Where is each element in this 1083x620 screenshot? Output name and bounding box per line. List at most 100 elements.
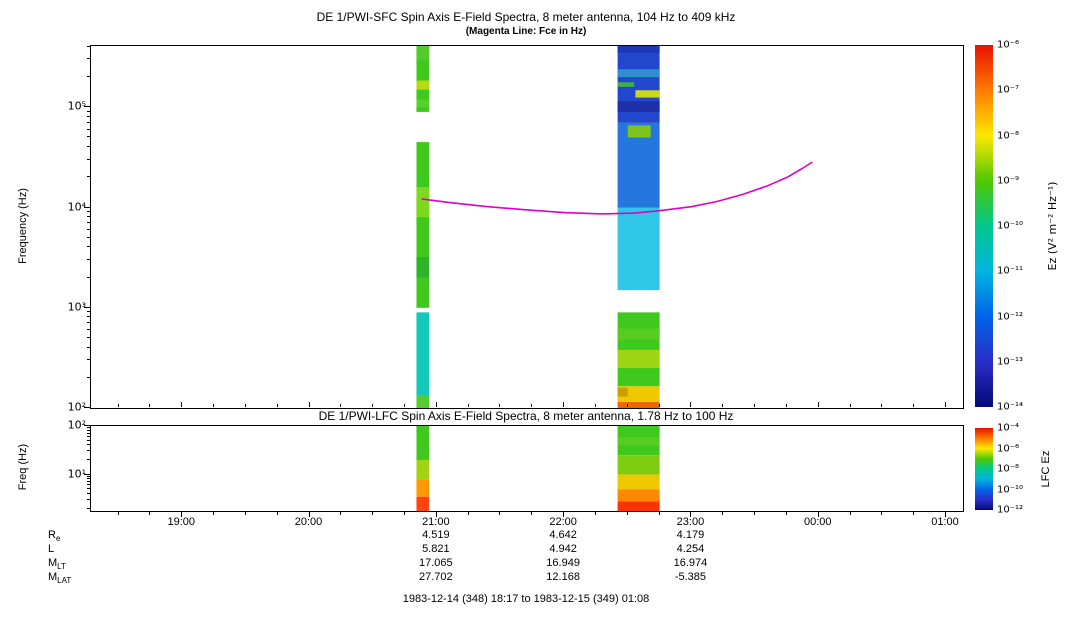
x-tick (626, 512, 628, 515)
spectra-segment (416, 46, 430, 60)
y-minor-tick (87, 228, 90, 230)
ephemeris-value: 12.168 (546, 571, 580, 583)
ephemeris-value: 4.254 (676, 543, 705, 555)
sfc-title: DE 1/PWI-SFC Spin Axis E-Field Spectra, … (316, 10, 736, 24)
x-tick (945, 402, 947, 407)
spectra-segment (416, 426, 430, 460)
x-tick (594, 404, 596, 407)
y-minor-tick (87, 336, 90, 338)
y-major-tick (84, 473, 90, 475)
spectra-segment (416, 257, 430, 278)
x-tick (149, 404, 151, 407)
x-tick (563, 512, 565, 517)
spectra-segment (617, 69, 660, 78)
spectra-segment (617, 328, 660, 340)
time-range-caption: 1983-12-14 (348) 18:17 to 1983-12-15 (34… (402, 593, 650, 605)
spectra-segment (416, 142, 430, 308)
spectra-segment (617, 489, 660, 502)
x-tick (754, 404, 756, 407)
y-minor-tick (87, 450, 90, 452)
y-tick-label: 10³ (67, 300, 86, 314)
y-minor-tick (87, 432, 90, 434)
spectra-segment (416, 80, 430, 90)
y-minor-tick (87, 481, 90, 483)
y-minor-tick (87, 376, 90, 378)
y-major-tick (84, 106, 90, 108)
x-tick (913, 404, 915, 407)
spectra-segment (617, 207, 660, 291)
spectra-segment (416, 459, 430, 480)
x-tick (785, 404, 787, 407)
y-minor-tick (87, 475, 90, 477)
y-major-tick (84, 425, 90, 426)
y-minor-tick (87, 176, 90, 178)
y-minor-tick (87, 359, 90, 361)
y-minor-tick (87, 316, 90, 318)
spectra-segment (617, 501, 660, 511)
y-minor-tick (87, 311, 90, 313)
spectra-canvas (416, 46, 813, 408)
x-tick (276, 512, 278, 515)
y-minor-tick (87, 427, 90, 429)
lfc-spectrogram-panel (90, 425, 964, 512)
x-tick (531, 512, 533, 515)
lfc-title: DE 1/PWI-LFC Spin Axis E-Field Spectra, … (318, 409, 734, 423)
spectra-segment (617, 436, 660, 446)
spectra-segment (416, 187, 430, 218)
x-tick (435, 402, 437, 407)
ephemeris-row-label: L (48, 543, 55, 555)
spectra-segment (617, 101, 660, 112)
spectra-segment (416, 395, 430, 408)
spectra-segment (416, 46, 430, 112)
colorbar-tick-label: 10⁻¹¹ (997, 265, 1024, 277)
ephemeris-row-label: MLT (48, 557, 66, 572)
sfc-colorbar-label: Ez (V² m⁻² Hz⁻¹) (1046, 181, 1059, 271)
y-minor-tick (87, 58, 90, 60)
y-minor-tick (87, 258, 90, 260)
y-minor-tick (87, 222, 90, 224)
x-tick (244, 404, 246, 407)
y-minor-tick (87, 146, 90, 148)
ephemeris-row-label: Re (48, 529, 61, 544)
x-tick-label: 00:00 (803, 516, 832, 528)
x-tick (372, 404, 374, 407)
colorbar-tick-label: 10⁻⁶ (997, 443, 1020, 454)
x-tick (499, 512, 501, 515)
spectra-segment (617, 349, 660, 369)
ephemeris-value: 17.065 (419, 557, 453, 569)
x-tick (308, 512, 310, 517)
x-tick (467, 404, 469, 407)
sfc-subtitle: (Magenta Line: Fce in Hz) (465, 26, 587, 37)
x-tick (531, 404, 533, 407)
y-minor-tick (87, 507, 90, 509)
x-tick (340, 512, 342, 515)
y-minor-tick (87, 211, 90, 213)
x-tick (117, 404, 119, 407)
spectra-segment (617, 82, 635, 87)
ephemeris-value: 4.642 (549, 529, 577, 541)
ephemeris-value: 4.942 (549, 543, 577, 555)
x-tick (754, 512, 756, 515)
x-tick-label: 01:00 (931, 516, 959, 528)
x-tick-label: 20:00 (294, 516, 323, 528)
x-tick (213, 512, 215, 515)
ephemeris-value: 16.974 (673, 557, 708, 569)
y-tick-label: 10⁵ (67, 99, 86, 113)
y-tick-label: 10⁴ (67, 200, 86, 214)
spectra-segment (617, 455, 660, 475)
x-tick (722, 404, 724, 407)
spectra-segment (617, 312, 660, 387)
y-minor-tick (87, 121, 90, 123)
y-minor-tick (87, 444, 90, 446)
y-minor-tick (87, 484, 90, 486)
y-minor-tick (87, 329, 90, 330)
y-minor-tick (87, 136, 90, 138)
y-minor-tick (87, 246, 90, 248)
y-minor-tick (87, 322, 90, 324)
x-tick (658, 512, 660, 515)
y-minor-tick (87, 158, 90, 160)
colorbar-tick-label: 10⁻⁸ (997, 130, 1020, 141)
x-tick (467, 512, 469, 515)
spectra-canvas (416, 426, 660, 511)
